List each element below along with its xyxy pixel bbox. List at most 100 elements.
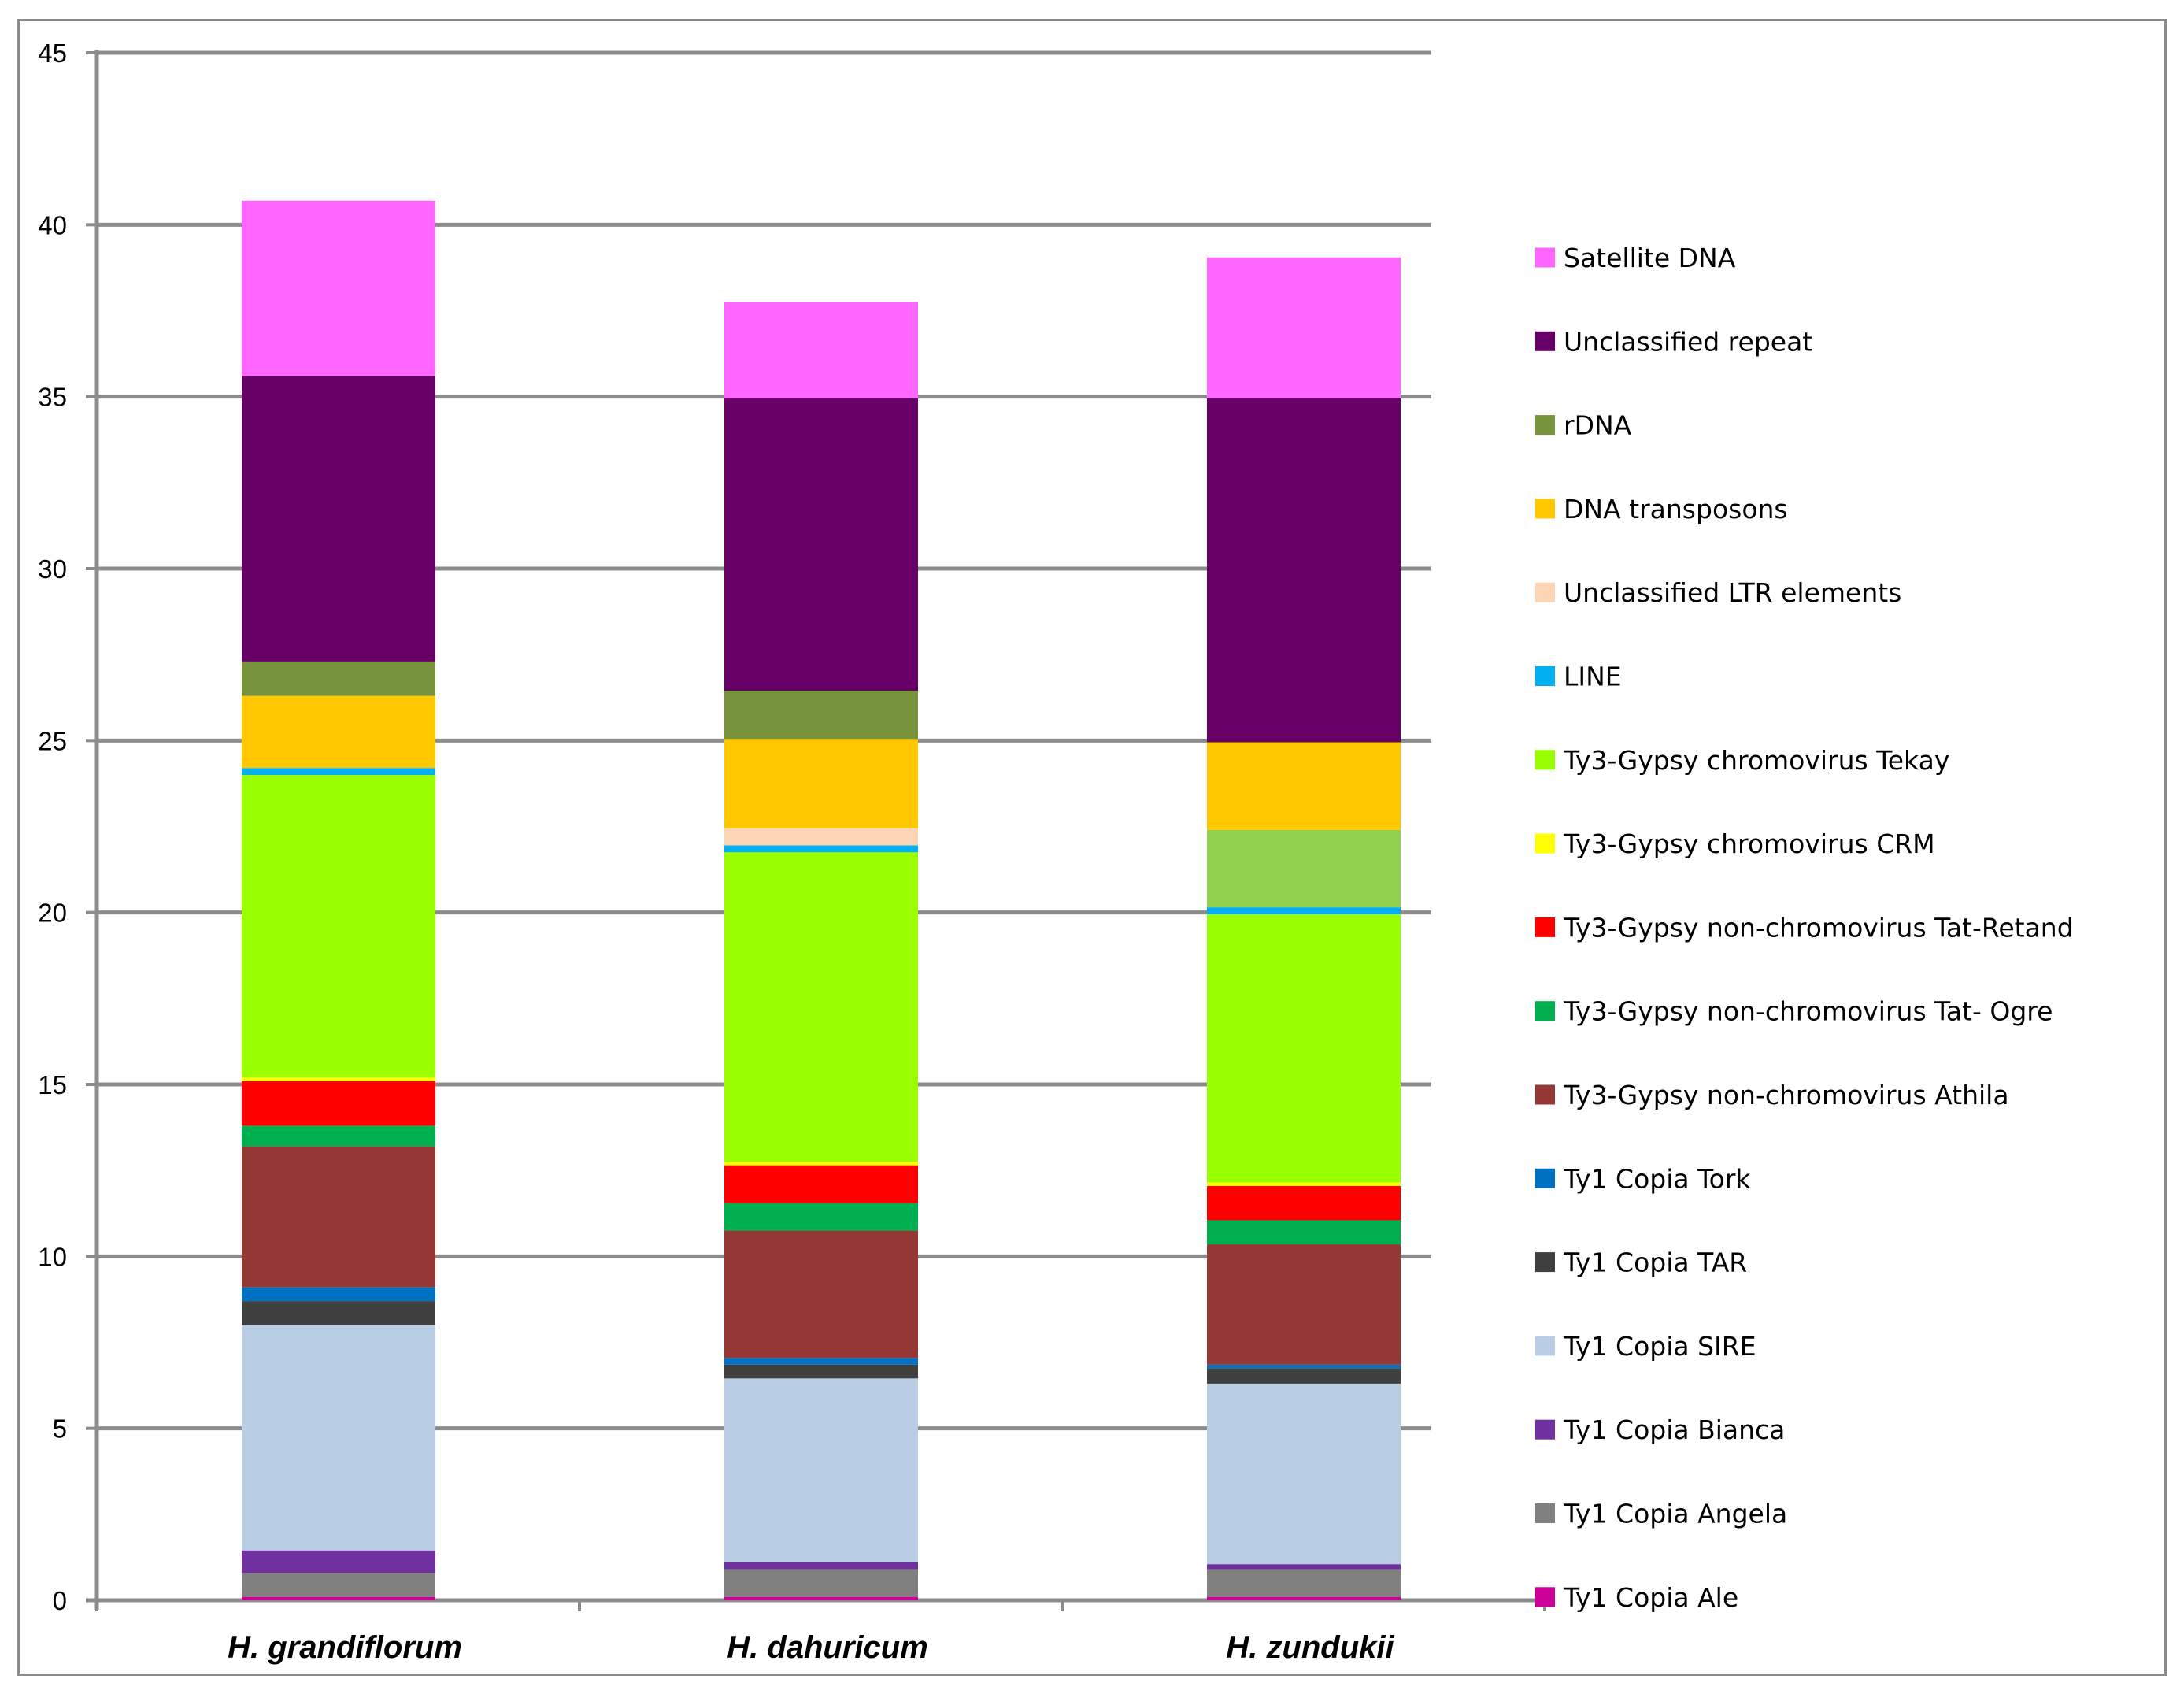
- legend-swatch: [1535, 331, 1555, 351]
- legend-label: Ty1 Copia SIRE: [1563, 1331, 1756, 1362]
- legend-swatch: [1535, 415, 1555, 436]
- bar-segment: Ty3-Gypsy non-chromovirus Tat-Retand: 1.…: [724, 1165, 918, 1203]
- legend-swatch: [1535, 1336, 1555, 1356]
- bar-segment: Ty1 Copia TAR: 0.45: [1207, 1368, 1401, 1384]
- bar-segment: rDNA: 1.4: [724, 691, 918, 740]
- legend-item: Ty3-Gypsy non-chromovirus Tat-Retand: [1535, 912, 2074, 943]
- legend-label: Ty3-Gypsy chromovirus CRM: [1563, 828, 1935, 859]
- y-tick-label: 5: [53, 1414, 67, 1444]
- legend-label: Ty1 Copia Angela: [1563, 1499, 1787, 1529]
- legend-swatch: [1535, 1168, 1555, 1188]
- legend-label: Satellite DNA: [1564, 243, 1736, 273]
- bar-segment: Ty1 Copia TAR: 0.7: [242, 1301, 435, 1325]
- legend-item: Ty1 Copia TAR: [1535, 1247, 1747, 1278]
- bar-segment: LINE: 0.2: [242, 768, 435, 775]
- legend-item: Satellite DNA: [1535, 243, 1736, 273]
- legend-label: Ty3-Gypsy non-chromovirus Athila: [1563, 1080, 2009, 1110]
- bar-segment: DNA transposons: 2.6: [724, 739, 918, 828]
- legend: Satellite DNA Unclassified repeat rDNA DNA …: [1535, 243, 2074, 1613]
- bar-segment: Unclassified LTR elements (H. zundukii):…: [1207, 829, 1401, 908]
- legend-label: rDNA: [1564, 410, 1632, 441]
- legend-item: Unclassified repeat: [1535, 326, 1812, 357]
- bar-segment: Ty1 Copia Ale: 0.1: [242, 1596, 435, 1600]
- bar-segment: Ty1 Copia Tork: 0.4: [242, 1287, 435, 1302]
- legend-label: Ty3-Gypsy chromovirus Tekay: [1563, 745, 1949, 776]
- bar-segment: LINE: 0.2: [1207, 907, 1401, 914]
- y-tick-label: 15: [38, 1070, 67, 1099]
- legend-swatch: [1535, 1084, 1555, 1105]
- bar-segment: Unclassified repeat: 8.3: [242, 376, 435, 662]
- y-tick-label: 20: [38, 899, 67, 928]
- legend-swatch: [1535, 1419, 1555, 1440]
- legend-label: Ty3-Gypsy non-chromovirus Tat-Retand: [1563, 912, 2074, 943]
- bar-segment: LINE: 0.2: [724, 845, 918, 853]
- bar-segment: Ty3-Gypsy non-chromovirus Tat- Ogre: 0.7: [1207, 1220, 1401, 1245]
- axis-labels: 0 5 10 15 20 25 30 35 40 45 H. grandiflorum H. dahu…: [38, 39, 1394, 1665]
- bar-segment: Ty3-Gypsy chromovirus Tekay: 7.8: [1207, 914, 1401, 1183]
- legend-item: Ty3-Gypsy non-chromovirus Athila: [1535, 1080, 2009, 1110]
- legend-swatch: [1535, 1252, 1555, 1273]
- bar-segment: Ty1 Copia Ale: 0.1: [1207, 1596, 1401, 1600]
- legend-label: Ty3-Gypsy non-chromovirus Tat- Ogre: [1563, 996, 2053, 1027]
- legend-label: DNA transposons: [1564, 494, 1788, 525]
- bar-segment: Ty1 Copia Bianca: 0.15: [1207, 1564, 1401, 1570]
- bar-segment: Ty1 Copia SIRE: 6.55: [242, 1325, 435, 1551]
- y-tick-label: 0: [53, 1586, 67, 1615]
- y-tick-label: 45: [38, 39, 67, 68]
- legend-swatch: [1535, 666, 1555, 686]
- legend-item: Ty3-Gypsy non-chromovirus Tat- Ogre: [1535, 996, 2053, 1027]
- bar-segment: DNA transposons: 2.55: [1207, 742, 1401, 830]
- legend-label: Ty1 Copia Bianca: [1563, 1414, 1785, 1445]
- y-tick-label: 25: [38, 726, 67, 755]
- legend-item: Ty1 Copia Ale: [1535, 1582, 1738, 1613]
- bar-segment: Ty3-Gypsy non-chromovirus Tat-Retand: 1.…: [242, 1081, 435, 1126]
- legend-swatch: [1535, 833, 1555, 854]
- legend-item: DNA transposons: [1535, 494, 1788, 525]
- bar-segment: Ty1 Copia TAR: 0.4: [724, 1364, 918, 1379]
- bar-segment: Ty3-Gypsy non-chromovirus Tat- Ogre: 0.8: [724, 1203, 918, 1231]
- bar-segment: Ty1 Copia Tork: 0.1: [1207, 1364, 1401, 1369]
- bar-segment: Ty1 Copia Angela: 0.8: [1207, 1569, 1401, 1597]
- legend-item: LINE: [1535, 662, 1622, 692]
- legend-item: rDNA: [1535, 410, 1632, 441]
- bar-segment: Satellite DNA: 5.1: [242, 200, 435, 376]
- bar-segment: Ty3-Gypsy chromovirus Tekay: 9: [724, 852, 918, 1162]
- legend-swatch: [1535, 582, 1555, 602]
- y-tick-label: 35: [38, 383, 67, 412]
- legend-label: LINE: [1564, 662, 1622, 692]
- legend-swatch: [1535, 499, 1555, 519]
- legend-swatch: [1535, 1001, 1555, 1021]
- bar-segment: Ty1 Copia SIRE: 5.35: [724, 1378, 918, 1562]
- legend-swatch: [1535, 1503, 1555, 1523]
- bar-segment: Ty3-Gypsy non-chromovirus Tat- Ogre: 0.6: [242, 1125, 435, 1147]
- bar-segment: Ty1 Copia SIRE: 5.25: [1207, 1383, 1401, 1565]
- legend-swatch: [1535, 1587, 1555, 1607]
- bar-segment: Unclassified LTR elements: 0.5: [724, 828, 918, 846]
- legend-label: Ty1 Copia Tork: [1563, 1163, 1751, 1194]
- bar-segment: Ty1 Copia Angela: 0.7: [242, 1573, 435, 1597]
- legend-item: Ty3-Gypsy chromovirus CRM: [1535, 828, 1935, 859]
- y-tick-label: 10: [38, 1242, 67, 1271]
- bar-segment: Ty3-Gypsy chromovirus CRM: 0.1: [242, 1077, 435, 1081]
- legend-label: Ty1 Copia TAR: [1563, 1247, 1747, 1278]
- bar-segment: DNA transposons: 2.1: [242, 695, 435, 769]
- bar-segment: Ty1 Copia Bianca: 0.65: [242, 1550, 435, 1574]
- legend-swatch: [1535, 750, 1555, 770]
- legend-item: Ty1 Copia Tork: [1535, 1163, 1751, 1194]
- bar-segment: Satellite DNA: 4.1: [1207, 257, 1401, 398]
- legend-label: Unclassified repeat: [1564, 326, 1812, 357]
- legend-item: Unclassified LTR elements: [1535, 577, 1901, 608]
- legend-swatch: [1535, 247, 1555, 268]
- x-category-label: H. grandiflorum: [228, 1630, 462, 1665]
- legend-label: Ty1 Copia Ale: [1563, 1582, 1738, 1613]
- legend-label: Unclassified LTR elements: [1564, 577, 1901, 608]
- bar-segment: Ty1 Copia Bianca: 0.2: [724, 1562, 918, 1570]
- bar-segment: Satellite DNA: 2.8: [724, 302, 918, 398]
- y-tick-label: 30: [38, 554, 67, 584]
- bar-segment: rDNA: 1: [242, 661, 435, 696]
- bar-segment: Unclassified repeat: 8.5: [724, 398, 918, 691]
- legend-swatch: [1535, 917, 1555, 937]
- legend-item: Ty1 Copia Angela: [1535, 1499, 1787, 1529]
- bar-segment: Ty1 Copia Ale: 0.1: [724, 1596, 918, 1600]
